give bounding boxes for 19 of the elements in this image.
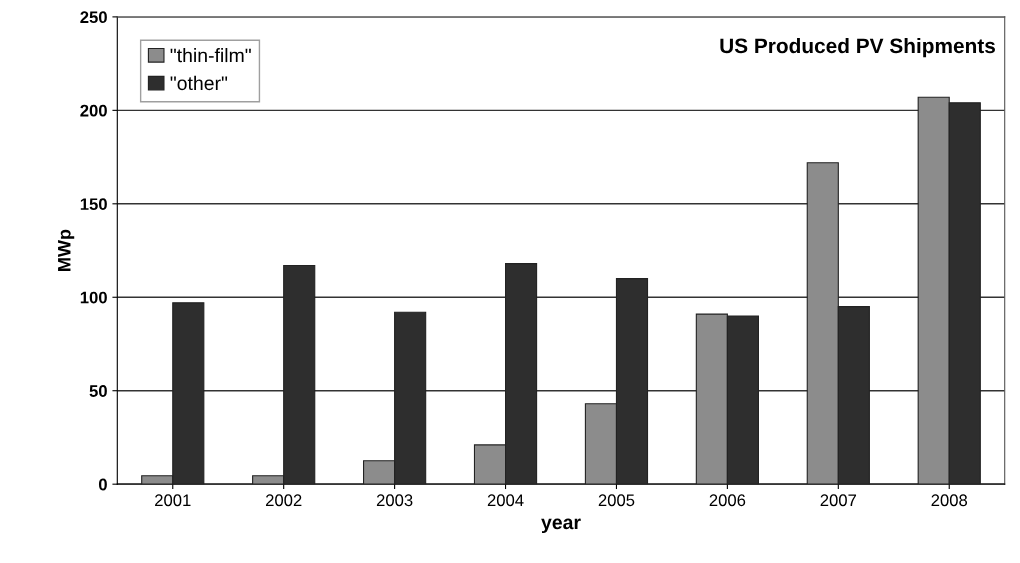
x-tick-label: 2005 bbox=[598, 494, 635, 507]
y-tick-label: 50 bbox=[89, 385, 107, 397]
x-tick-label: 2006 bbox=[709, 494, 746, 507]
x-axis-title: year bbox=[541, 518, 581, 534]
y-tick-label: 200 bbox=[80, 104, 107, 117]
x-tick-label: 2007 bbox=[820, 494, 857, 507]
y-tick-label: 100 bbox=[80, 291, 107, 304]
y-tick-label: 0 bbox=[98, 478, 107, 491]
text: US Produced PV Shipments bbox=[720, 37, 995, 58]
legend-label: "other" bbox=[170, 75, 228, 91]
x-tick-label: 2004 bbox=[487, 494, 524, 507]
y-tick-label: 250 bbox=[80, 11, 107, 24]
x-tick-label: 2008 bbox=[931, 494, 968, 507]
y-axis-title: MWp bbox=[58, 229, 75, 271]
y-tick-label: 150 bbox=[80, 198, 107, 211]
x-tick-label: 2002 bbox=[265, 494, 302, 507]
x-tick-label: 2003 bbox=[376, 494, 413, 507]
legend-label: "thin-film" bbox=[170, 48, 251, 63]
x-tick-label: 2001 bbox=[155, 494, 191, 507]
